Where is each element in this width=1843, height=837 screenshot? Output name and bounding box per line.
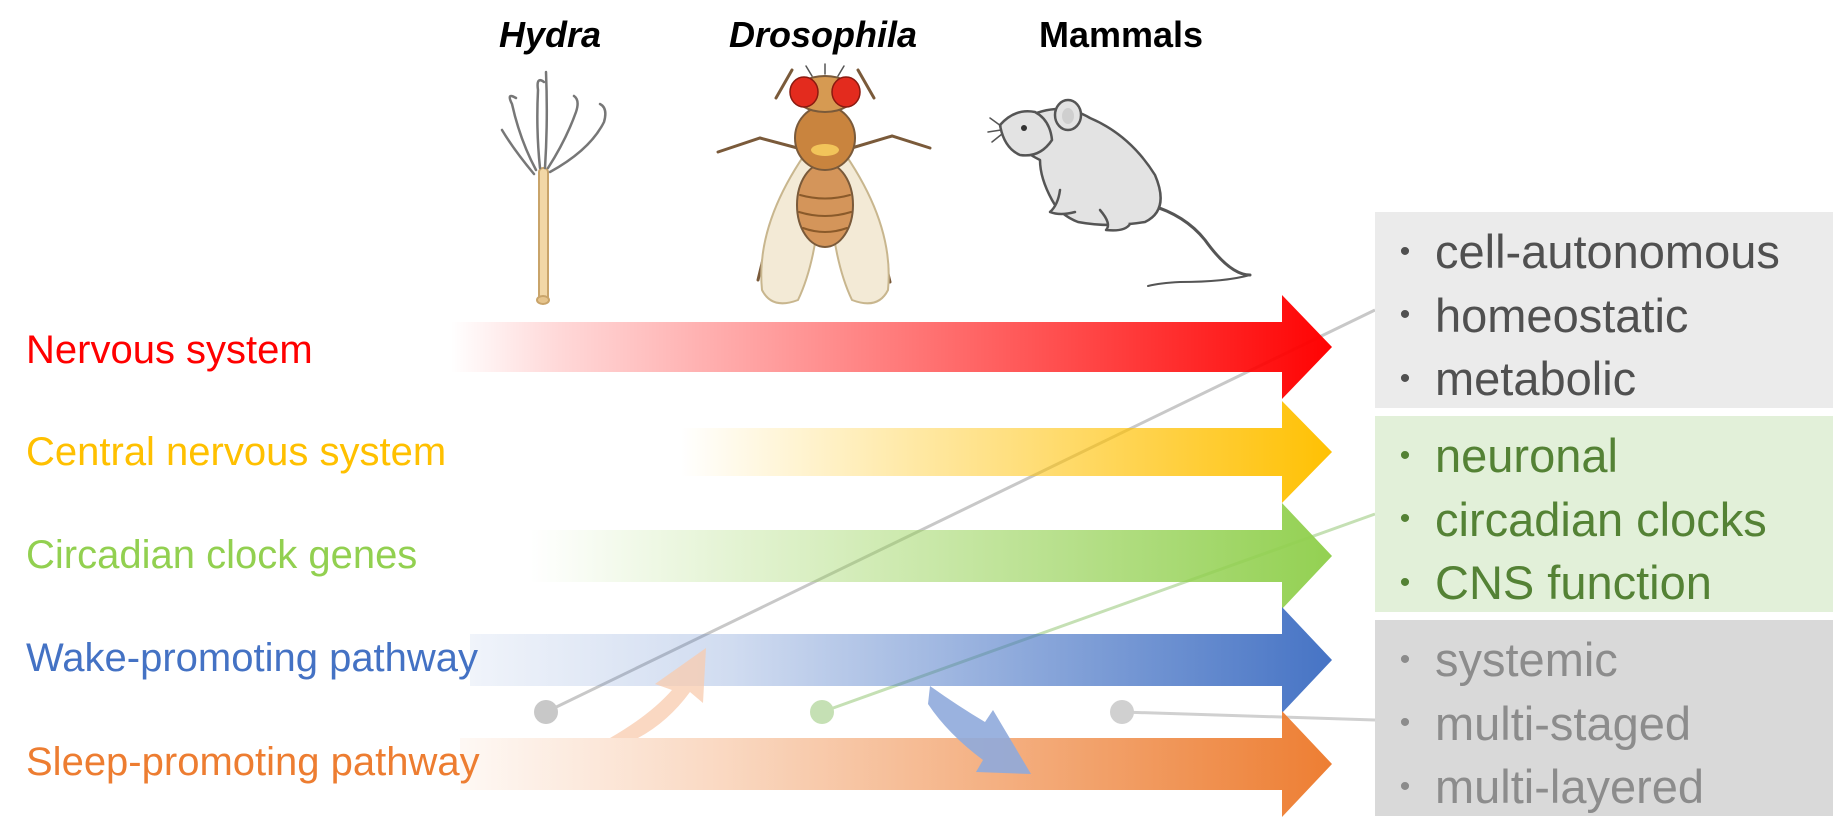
mouse-icon <box>987 98 1252 287</box>
hydra-icon <box>500 70 607 305</box>
row-arrows <box>450 295 1332 817</box>
arrow-sleep-promoting <box>460 711 1332 817</box>
row-label-circadian-clock-genes: Circadian clock genes <box>26 533 418 577</box>
wake-to-sleep-curved-arrow <box>928 686 1031 774</box>
list-item: • multi-staged <box>1399 696 1691 750</box>
list-item: • multi-layered <box>1399 760 1705 814</box>
cross-arrows <box>610 648 1031 774</box>
fruit-fly-icon <box>716 63 932 305</box>
connector-drosophila-dot <box>810 700 834 724</box>
property-box-systemic: • systemic • multi-staged • multi-layered <box>1375 620 1833 816</box>
row-label-nervous-system: Nervous system <box>26 328 313 372</box>
arrow-circadian-clock-genes <box>530 503 1332 609</box>
sleep-to-wake-curved-arrow <box>610 648 706 738</box>
organism-label-drosophila: Drosophila <box>728 14 917 55</box>
organism-label-mammals: Mammals <box>1038 14 1204 55</box>
list-item: • metabolic <box>1399 352 1637 406</box>
list-item: • cell-autonomous <box>1399 225 1780 278</box>
list-item: • neuronal <box>1399 429 1618 482</box>
property-box-neuronal: • neuronal • circadian clocks • CNS functio… <box>1375 416 1833 612</box>
arrow-central-nervous-system <box>680 401 1332 503</box>
connector-hydra-dot <box>534 700 558 724</box>
list-item: • CNS function <box>1399 556 1712 610</box>
list-item: • homeostatic <box>1399 288 1689 342</box>
row-label-sleep-promoting-pathway: Sleep-promoting pathway <box>26 740 480 784</box>
connector-mammals-line <box>1121 710 1376 722</box>
row-label-central-nervous-system: Central nervous system <box>26 430 447 474</box>
arrow-nervous-system <box>450 295 1332 399</box>
organism-label-hydra: Hydra <box>498 14 602 55</box>
list-item: • systemic <box>1399 633 1618 686</box>
row-label-wake-promoting-pathway: Wake-promoting pathway <box>26 636 479 680</box>
property-box-cell-autonomous: • cell-autonomous • homeostatic • metabolic <box>1375 212 1833 408</box>
list-item: • circadian clocks <box>1399 492 1767 546</box>
connector-mammals-dot <box>1110 700 1134 724</box>
arrow-wake-promoting <box>470 607 1332 713</box>
